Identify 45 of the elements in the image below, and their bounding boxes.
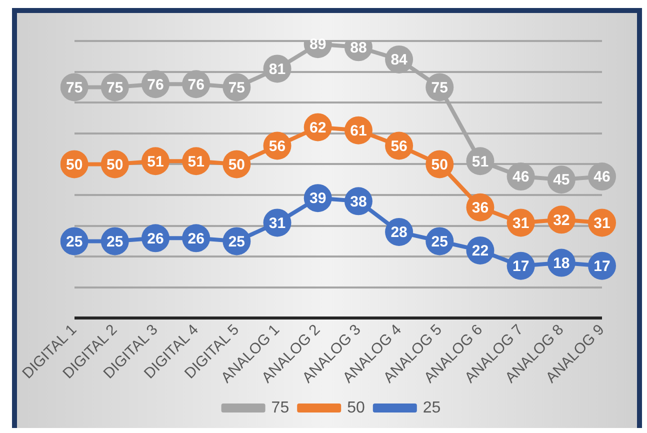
data-label: 32 xyxy=(553,212,570,229)
data-label: 61 xyxy=(350,122,367,140)
data-label: 22 xyxy=(472,242,489,260)
legend-label: 50 xyxy=(347,399,365,416)
data-label: 36 xyxy=(472,199,489,216)
data-label: 18 xyxy=(553,254,570,272)
data-label: 50 xyxy=(228,156,246,174)
data-label: 56 xyxy=(268,138,286,155)
data-label: 31 xyxy=(512,214,530,232)
data-label: 75 xyxy=(431,79,448,96)
data-label: 56 xyxy=(390,138,408,155)
data-label: 39 xyxy=(310,190,326,208)
data-label: 50 xyxy=(106,156,124,174)
data-label: 17 xyxy=(512,258,530,275)
data-label: 84 xyxy=(390,52,408,69)
data-label: 50 xyxy=(66,156,83,174)
data-label: 76 xyxy=(147,76,164,94)
data-label: 50 xyxy=(431,156,448,174)
data-label: 31 xyxy=(594,214,610,232)
data-label: 28 xyxy=(390,224,408,242)
data-label: 25 xyxy=(66,233,83,250)
data-label: 38 xyxy=(350,193,367,210)
data-label: 25 xyxy=(431,233,448,250)
data-label: 62 xyxy=(310,119,326,136)
data-label: 88 xyxy=(350,39,367,56)
data-label: 89 xyxy=(310,36,326,54)
data-label: 51 xyxy=(147,153,164,170)
data-label: 51 xyxy=(472,153,489,170)
data-label: 81 xyxy=(268,60,286,78)
data-label: 25 xyxy=(228,233,246,250)
data-label: 46 xyxy=(512,168,530,186)
data-label: 26 xyxy=(147,230,164,248)
data-label: 26 xyxy=(188,230,204,248)
data-label: 31 xyxy=(268,214,286,232)
data-label: 25 xyxy=(106,233,124,250)
legend-label: 75 xyxy=(271,399,290,416)
data-label: 75 xyxy=(228,79,246,96)
legend-label: 25 xyxy=(422,399,441,416)
data-label: 75 xyxy=(106,79,124,96)
data-label: 45 xyxy=(553,172,570,189)
data-label: 75 xyxy=(66,79,83,96)
data-label: 76 xyxy=(188,76,204,94)
data-label: 17 xyxy=(594,258,610,275)
data-label: 46 xyxy=(594,168,610,186)
data-label: 51 xyxy=(188,153,204,170)
